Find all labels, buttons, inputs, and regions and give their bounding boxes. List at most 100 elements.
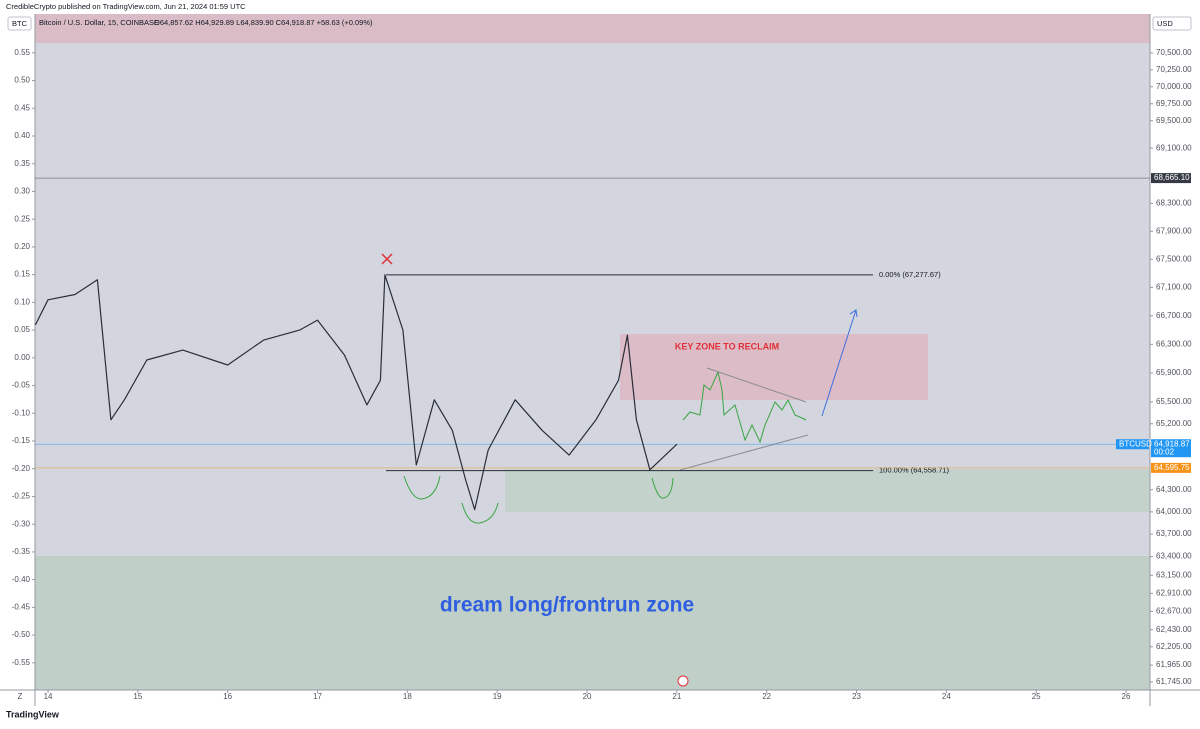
symbol-label-box bbox=[1116, 439, 1149, 450]
x-tick-label: 24 bbox=[942, 692, 951, 701]
y-tick-label: 64,000.00 bbox=[1156, 507, 1192, 516]
y-tick-label: 69,750.00 bbox=[1156, 99, 1192, 108]
y2-tick-label: 0.10 bbox=[14, 297, 30, 306]
x-tick-label: 21 bbox=[672, 692, 681, 701]
y-tick-label: 66,300.00 bbox=[1156, 339, 1192, 348]
price-label-box bbox=[1151, 439, 1191, 458]
symbol-label: BTCUSD bbox=[1119, 439, 1152, 448]
y2-tick-label: -0.05 bbox=[12, 381, 31, 390]
y2-tick-label: -0.30 bbox=[12, 519, 31, 528]
percent-axis-label: Z bbox=[18, 692, 23, 701]
y-tick-label: 70,000.00 bbox=[1156, 82, 1192, 91]
y-tick-label: 67,900.00 bbox=[1156, 226, 1192, 235]
fib-label: 100.00% (64,558.71) bbox=[879, 466, 950, 475]
y2-tick-label: 0.50 bbox=[14, 76, 30, 85]
drawings bbox=[381, 253, 858, 687]
y-tick-label: 70,250.00 bbox=[1156, 65, 1192, 74]
x-tick-label: 15 bbox=[133, 692, 142, 701]
x-tick-label: 23 bbox=[852, 692, 861, 701]
y-tick-label: 69,100.00 bbox=[1156, 143, 1192, 152]
y2-tick-label: -0.50 bbox=[12, 630, 31, 639]
footer-logo: TradingView bbox=[6, 709, 60, 719]
projection bbox=[682, 370, 807, 444]
y-tick-label: 65,500.00 bbox=[1156, 397, 1192, 406]
green-zone bbox=[505, 469, 1150, 512]
x-tick-label: 26 bbox=[1122, 692, 1131, 701]
y-tick-label: 63,700.00 bbox=[1156, 529, 1192, 538]
y2-tick-label: -0.45 bbox=[12, 602, 31, 611]
currency-badge-text: USD bbox=[1157, 19, 1173, 28]
price-label: 64,918.87 bbox=[1154, 439, 1190, 448]
published-note: CredibleCrypto published on TradingView.… bbox=[6, 2, 246, 11]
y2-tick-label: 0.15 bbox=[14, 270, 30, 279]
y-tick-label: 68,300.00 bbox=[1156, 198, 1192, 207]
curve bbox=[461, 502, 499, 524]
symbol-badge-text: BTC bbox=[12, 19, 28, 28]
y2-tick-label: -0.35 bbox=[12, 547, 31, 556]
y2-tick-label: 0.05 bbox=[14, 325, 30, 334]
y-tick-label: 62,670.00 bbox=[1156, 607, 1192, 616]
x-tick-label: 16 bbox=[223, 692, 232, 701]
trendline bbox=[706, 367, 807, 403]
price-line-series bbox=[34, 274, 678, 511]
red-zone-top bbox=[35, 14, 1150, 43]
x-mark bbox=[381, 253, 393, 265]
y2-tick-label: -0.40 bbox=[12, 575, 31, 584]
y-tick-label: 69,500.00 bbox=[1156, 116, 1192, 125]
x-tick-label: 19 bbox=[493, 692, 502, 701]
x-tick-label: 18 bbox=[403, 692, 412, 701]
y-tick-label: 62,910.00 bbox=[1156, 588, 1192, 597]
y2-tick-label: 0.25 bbox=[14, 214, 30, 223]
symbol-badge bbox=[7, 16, 32, 31]
y2-tick-label: 0.20 bbox=[14, 242, 30, 251]
y-tick-label: 70,500.00 bbox=[1156, 48, 1192, 57]
price-countdown: 00:02 bbox=[1154, 447, 1175, 456]
x-tick-label: 25 bbox=[1032, 692, 1041, 701]
dream-zone bbox=[35, 556, 1150, 690]
price-label-box bbox=[1151, 173, 1191, 184]
event-icon bbox=[677, 675, 689, 687]
price-label-box bbox=[1151, 462, 1191, 473]
y-tick-label: 67,100.00 bbox=[1156, 283, 1192, 292]
price-label: 64,595.75 bbox=[1154, 463, 1190, 472]
y-tick-label: 67,500.00 bbox=[1156, 254, 1192, 263]
y2-tick-label: -0.15 bbox=[12, 436, 31, 445]
y2-tick-label: 0.40 bbox=[14, 131, 30, 140]
y-tick-label: 63,400.00 bbox=[1156, 552, 1192, 561]
x-tick-label: 17 bbox=[313, 692, 322, 701]
y2-tick-label: 0.00 bbox=[14, 353, 30, 362]
y2-tick-label: -0.55 bbox=[12, 658, 31, 667]
curve bbox=[651, 477, 674, 499]
y2-tick-label: 0.45 bbox=[14, 103, 30, 112]
currency-badge bbox=[1152, 16, 1192, 31]
y-tick-label: 61,745.00 bbox=[1156, 677, 1192, 686]
arrow bbox=[821, 309, 858, 417]
y2-tick-label: 0.35 bbox=[14, 159, 30, 168]
price-label: 68,665.10 bbox=[1154, 173, 1190, 182]
instrument: Bitcoin / U.S. Dollar, 15, COINBASE bbox=[39, 18, 159, 27]
curve bbox=[403, 475, 441, 500]
y2-tick-label: -0.10 bbox=[12, 408, 31, 417]
y2-tick-label: -0.25 bbox=[12, 492, 31, 501]
dream-zone-label: dream long/frontrun zone bbox=[440, 594, 694, 617]
y-tick-label: 66,700.00 bbox=[1156, 311, 1192, 320]
y-tick-label: 65,900.00 bbox=[1156, 368, 1192, 377]
y-tick-label: 63,150.00 bbox=[1156, 570, 1192, 579]
ohlc: O64,857.62 H64,929.89 L64,839.90 C64,918… bbox=[154, 18, 373, 27]
y-tick-label: 62,430.00 bbox=[1156, 625, 1192, 634]
y2-tick-label: 0.30 bbox=[14, 187, 30, 196]
key-zone-label: KEY ZONE TO RECLAIM bbox=[675, 341, 779, 351]
trendline bbox=[679, 434, 809, 471]
x-tick-label: 22 bbox=[762, 692, 771, 701]
y2-tick-label: -0.20 bbox=[12, 464, 31, 473]
y-tick-label: 65,200.00 bbox=[1156, 419, 1192, 428]
x-tick-label: 14 bbox=[44, 692, 53, 701]
y-tick-label: 64,300.00 bbox=[1156, 485, 1192, 494]
key-zone bbox=[620, 334, 928, 400]
x-tick-label: 20 bbox=[583, 692, 592, 701]
y2-tick-label: 0.55 bbox=[14, 48, 30, 57]
y-tick-label: 62,205.00 bbox=[1156, 642, 1192, 651]
y-tick-label: 61,965.00 bbox=[1156, 660, 1192, 669]
